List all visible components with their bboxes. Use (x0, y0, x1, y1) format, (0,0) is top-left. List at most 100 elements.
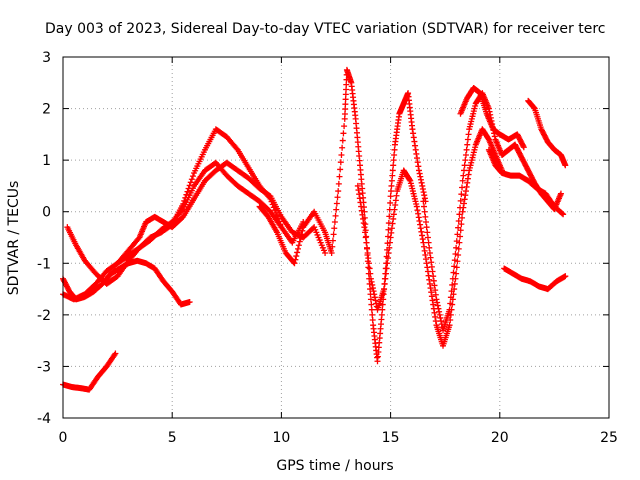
data-point-plus (181, 197, 188, 204)
data-point-plus (389, 220, 396, 227)
data-point-plus (295, 242, 302, 249)
data-point-plus (464, 179, 471, 186)
data-point-plus (465, 131, 472, 138)
data-point-plus (437, 314, 444, 321)
series-sat-a (60, 350, 119, 393)
y-tick-label: -4 (37, 411, 51, 427)
data-point-plus (390, 162, 397, 169)
data-point-plus (365, 260, 372, 267)
data-point-plus (233, 145, 240, 152)
data-point-plus (451, 257, 458, 264)
series-sat-e (114, 159, 329, 267)
data-point-plus (426, 249, 433, 256)
data-point-plus (391, 151, 398, 158)
data-point-plus (412, 142, 419, 149)
data-point-plus (418, 228, 425, 235)
data-point-plus (361, 224, 368, 231)
data-point-plus (369, 317, 376, 324)
data-point-plus (520, 142, 527, 149)
data-point-plus (391, 146, 398, 153)
data-point-plus (464, 136, 471, 143)
data-point-plus (386, 239, 393, 246)
data-point-plus (358, 207, 365, 214)
data-point-plus (432, 287, 439, 294)
data-point-plus (438, 318, 445, 325)
data-point-plus (388, 188, 395, 195)
data-point-plus (393, 192, 400, 199)
data-point-plus (422, 252, 429, 259)
data-point-plus (276, 218, 283, 225)
series-sat-i (485, 146, 567, 218)
data-point-plus (182, 194, 189, 201)
data-point-plus (337, 159, 344, 166)
data-point-plus (411, 138, 418, 145)
data-point-plus (330, 231, 337, 238)
data-point-plus (356, 191, 363, 198)
data-point-plus (413, 150, 420, 157)
data-point-plus (414, 207, 421, 214)
data-point-plus (274, 212, 281, 219)
data-point-plus (335, 180, 342, 187)
data-point-plus (297, 235, 304, 242)
data-point-plus (456, 211, 463, 218)
data-point-plus (448, 288, 455, 295)
data-point-plus (337, 166, 344, 173)
data-point-plus (449, 281, 456, 288)
data-point-plus (446, 322, 453, 329)
data-point-plus (421, 192, 428, 199)
data-point-plus (460, 172, 467, 179)
data-point-plus (422, 213, 429, 220)
data-point-plus (420, 239, 427, 246)
data-point-plus (428, 259, 435, 266)
plot-frame (62, 56, 610, 419)
y-tick-label: 1 (42, 153, 51, 169)
data-point-plus (294, 245, 301, 252)
data-point-plus (457, 197, 464, 204)
data-point-plus (366, 265, 373, 272)
data-point-plus (364, 249, 371, 256)
x-tick-label: 25 (600, 430, 618, 446)
data-point-plus (112, 350, 119, 357)
data-point-plus (449, 275, 456, 282)
data-point-plus (180, 200, 187, 207)
data-point-plus (389, 167, 396, 174)
data-point-plus (430, 301, 437, 308)
data-point-plus (183, 191, 190, 198)
series-sat-l (457, 84, 527, 151)
data-point-plus (372, 297, 379, 304)
x-tick-label: 5 (168, 430, 177, 446)
data-point-plus (414, 159, 421, 166)
data-point-plus (425, 239, 432, 246)
data-point-plus (462, 157, 469, 164)
data-point-plus (367, 270, 374, 277)
data-point-plus (185, 185, 192, 192)
data-point-plus (370, 288, 377, 295)
data-point-plus (406, 176, 413, 183)
y-tick-label: -3 (37, 359, 51, 375)
data-point-plus (462, 192, 469, 199)
data-point-plus (461, 162, 468, 169)
data-point-plus (363, 239, 370, 246)
data-point-plus (458, 221, 465, 228)
data-point-plus (410, 134, 417, 141)
data-point-plus (187, 179, 194, 186)
data-point-plus (423, 260, 430, 267)
data-point-plus (409, 126, 416, 133)
data-point-plus (378, 311, 385, 318)
data-point-plus (424, 234, 431, 241)
data-point-plus (434, 302, 441, 309)
data-point-plus (485, 105, 492, 112)
data-point-plus (340, 130, 347, 137)
data-point-plus (410, 130, 417, 137)
data-point-plus (387, 193, 394, 200)
data-point-plus (531, 104, 538, 111)
data-point-plus (455, 217, 462, 224)
data-point-plus (560, 211, 567, 218)
data-point-plus (335, 188, 342, 195)
data-point-plus (186, 298, 193, 305)
y-tick-label: -2 (37, 308, 51, 324)
data-point-plus (390, 157, 397, 164)
data-point-plus (379, 301, 386, 308)
data-point-plus (431, 309, 438, 316)
